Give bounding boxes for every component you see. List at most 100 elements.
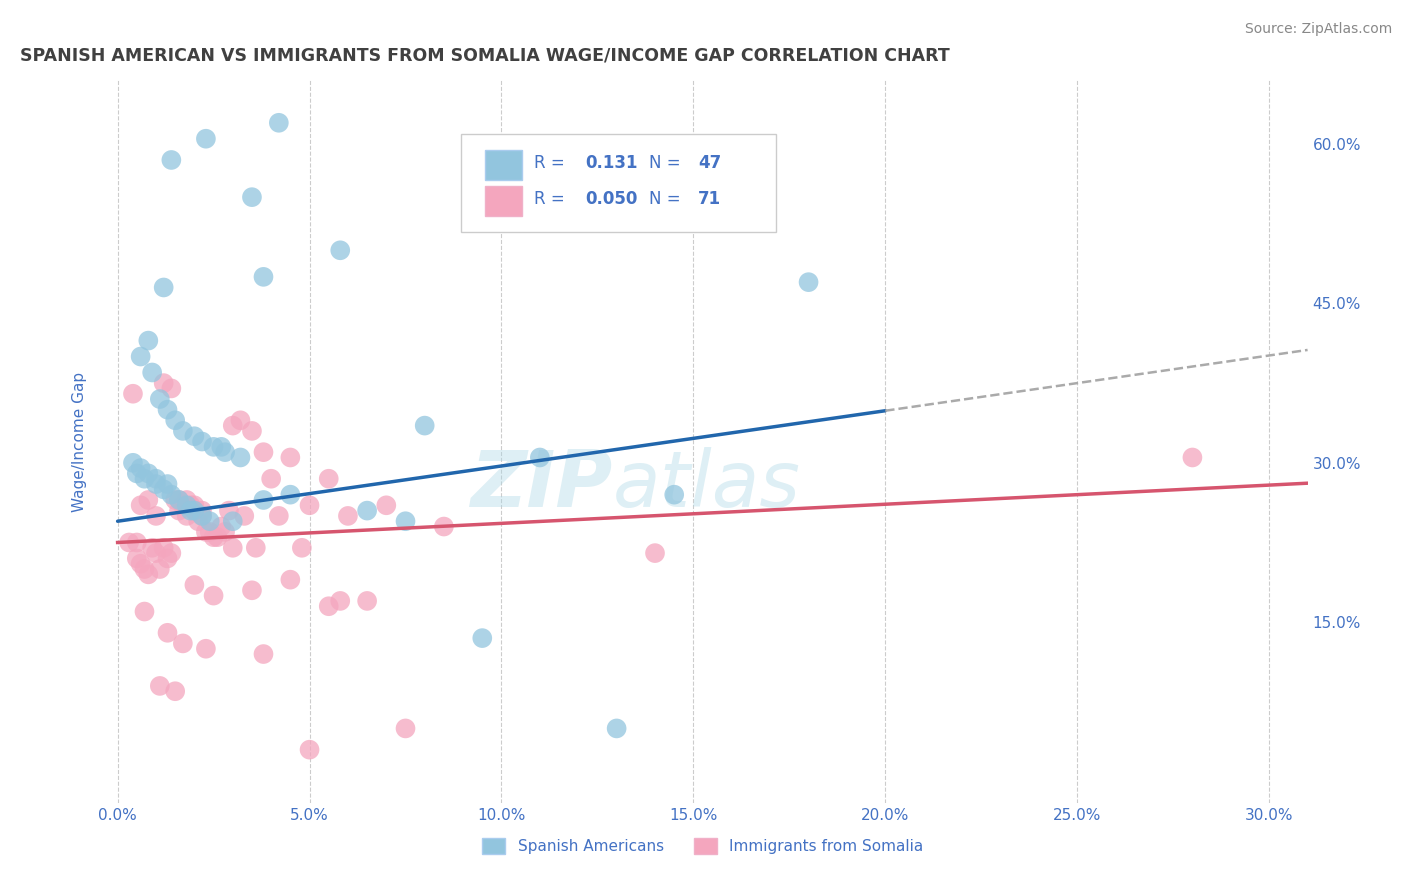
Point <box>222 514 245 528</box>
Point <box>298 498 321 512</box>
Point <box>191 508 214 523</box>
Point <box>1181 450 1204 465</box>
Point <box>267 116 290 130</box>
Point <box>129 557 152 571</box>
Point <box>152 280 174 294</box>
Point <box>145 508 167 523</box>
Point <box>136 334 159 348</box>
Point <box>180 498 202 512</box>
Point <box>160 546 183 560</box>
Point <box>134 472 156 486</box>
Point <box>797 275 820 289</box>
Point <box>191 508 214 523</box>
Point <box>176 508 198 523</box>
Point <box>167 503 190 517</box>
Point <box>291 541 314 555</box>
Point <box>176 498 198 512</box>
Point <box>222 541 245 555</box>
Point <box>167 493 190 508</box>
Point <box>267 508 290 523</box>
Point <box>183 498 205 512</box>
Text: R =: R = <box>534 191 564 209</box>
Point <box>141 366 163 380</box>
Point <box>191 503 214 517</box>
Point <box>160 488 183 502</box>
Point <box>260 472 283 486</box>
Point <box>529 450 551 465</box>
Point <box>329 594 352 608</box>
Point <box>165 413 187 427</box>
Point <box>149 392 172 406</box>
Point <box>252 493 274 508</box>
Point <box>194 524 217 539</box>
Point <box>156 477 179 491</box>
Point <box>329 244 352 258</box>
Point <box>183 503 205 517</box>
Point <box>606 722 628 736</box>
Point <box>165 493 187 508</box>
Point <box>252 445 274 459</box>
Point <box>183 578 205 592</box>
Text: 71: 71 <box>699 191 721 209</box>
Point <box>172 498 194 512</box>
Point <box>134 562 156 576</box>
Point <box>152 541 174 555</box>
Point <box>233 508 256 523</box>
Point <box>394 722 416 736</box>
Point <box>136 467 159 481</box>
Point <box>118 535 141 549</box>
Text: Source: ZipAtlas.com: Source: ZipAtlas.com <box>1244 22 1392 37</box>
Point <box>145 477 167 491</box>
Y-axis label: Wage/Income Gap: Wage/Income Gap <box>72 371 87 512</box>
Text: R =: R = <box>534 154 564 172</box>
Text: 47: 47 <box>699 154 721 172</box>
Point <box>156 625 179 640</box>
Point <box>122 456 145 470</box>
Point <box>375 498 398 512</box>
Point <box>194 132 217 146</box>
Point <box>394 514 416 528</box>
Point <box>122 386 145 401</box>
Point <box>156 402 179 417</box>
Point <box>209 519 232 533</box>
Text: N =: N = <box>648 154 681 172</box>
Point <box>183 503 205 517</box>
Point <box>129 461 152 475</box>
Point <box>152 483 174 497</box>
Point <box>198 524 221 539</box>
FancyBboxPatch shape <box>485 150 522 180</box>
Point <box>172 636 194 650</box>
Point <box>252 269 274 284</box>
Point <box>134 605 156 619</box>
Point <box>172 424 194 438</box>
Point <box>145 472 167 486</box>
Point <box>218 503 240 517</box>
Point <box>129 498 152 512</box>
Point <box>240 583 263 598</box>
Point <box>176 493 198 508</box>
Point <box>222 418 245 433</box>
Point <box>240 190 263 204</box>
Point <box>156 551 179 566</box>
Point <box>336 508 359 523</box>
Point <box>413 418 436 433</box>
Point <box>152 376 174 390</box>
Point <box>129 350 152 364</box>
Point <box>136 493 159 508</box>
Text: N =: N = <box>648 191 681 209</box>
Point <box>229 450 252 465</box>
Point <box>202 530 225 544</box>
Point <box>187 514 209 528</box>
Point <box>160 153 183 167</box>
Point <box>149 562 172 576</box>
Point <box>183 429 205 443</box>
Point <box>145 546 167 560</box>
Text: atlas: atlas <box>613 447 800 523</box>
Point <box>471 631 494 645</box>
Point <box>198 514 221 528</box>
Point <box>194 641 217 656</box>
Point <box>433 519 456 533</box>
Text: 0.050: 0.050 <box>586 191 638 209</box>
Point <box>240 424 263 438</box>
FancyBboxPatch shape <box>485 186 522 216</box>
